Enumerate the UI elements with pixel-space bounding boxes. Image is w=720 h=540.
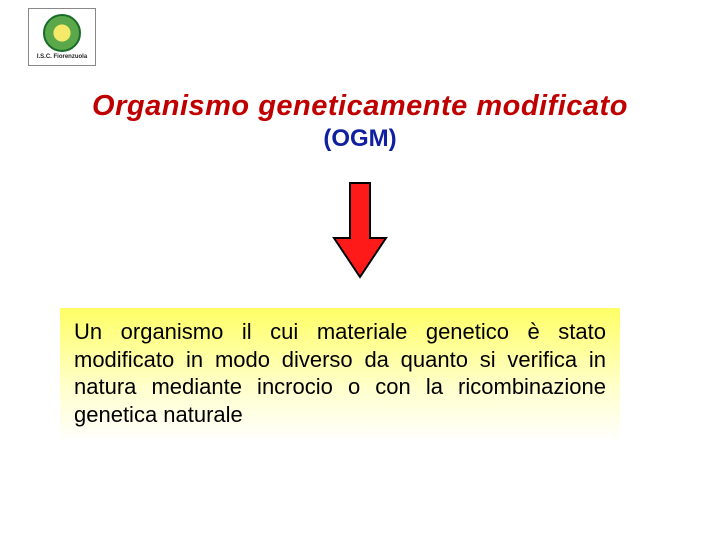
definition-text: Un organismo il cui materiale genetico è… xyxy=(74,319,606,427)
page-subtitle: (OGM) xyxy=(0,125,720,153)
school-logo-icon xyxy=(43,14,81,52)
definition-box: Un organismo il cui materiale genetico è… xyxy=(60,308,620,442)
title-block: Organismo geneticamente modificato (OGM) xyxy=(0,90,720,153)
logo-box: I.S.C. Fiorenzuola xyxy=(28,8,96,66)
page-title: Organismo geneticamente modificato xyxy=(0,90,720,123)
logo-caption: I.S.C. Fiorenzuola xyxy=(37,54,87,60)
arrow-down-icon xyxy=(330,180,390,285)
